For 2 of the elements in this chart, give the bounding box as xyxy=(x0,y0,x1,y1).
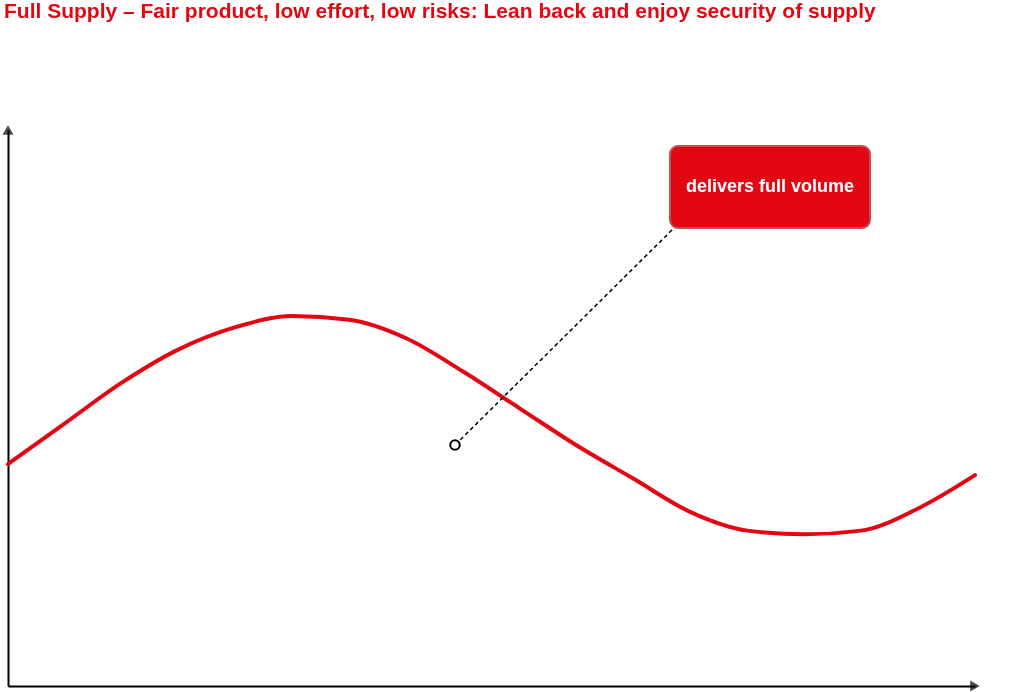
text: delivers full volume xyxy=(685,176,855,196)
chart-title: Full Supply – Fair product, low effort, low risks: Lean back and enjoy security of supply xyxy=(4,0,876,22)
